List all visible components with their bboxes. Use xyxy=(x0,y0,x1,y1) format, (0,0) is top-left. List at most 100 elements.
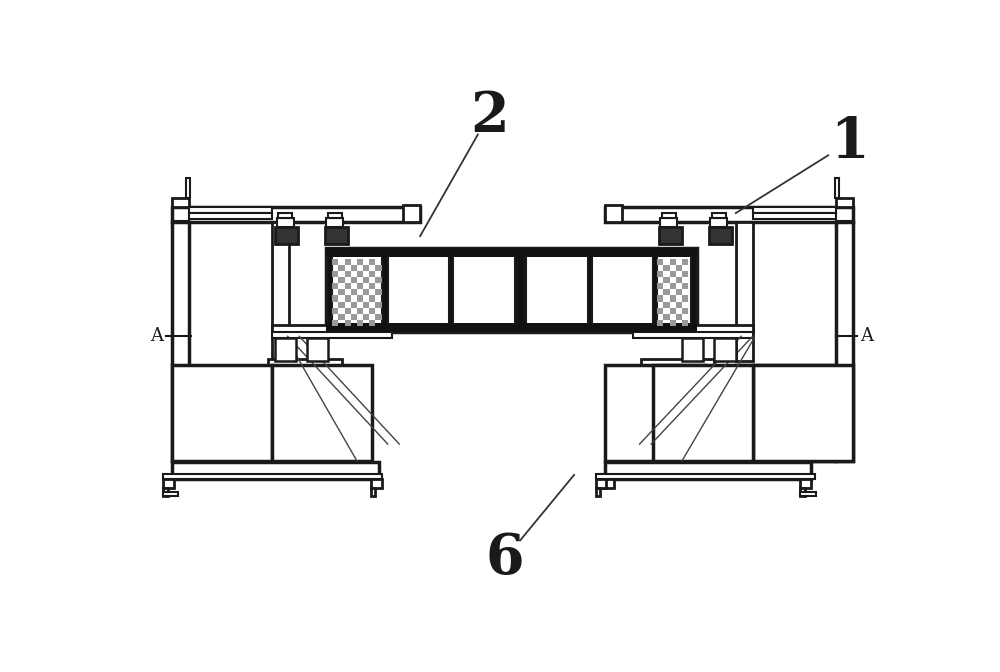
Text: A: A xyxy=(150,327,163,345)
Text: 1: 1 xyxy=(830,115,869,170)
Bar xyxy=(345,283,351,290)
Bar xyxy=(517,248,523,333)
Bar xyxy=(371,478,382,488)
Bar xyxy=(605,365,705,461)
Bar xyxy=(272,325,392,333)
Bar xyxy=(351,277,357,283)
Bar xyxy=(710,218,727,227)
Bar xyxy=(345,271,351,277)
Bar xyxy=(278,213,292,218)
Bar xyxy=(662,213,676,218)
Bar xyxy=(601,474,605,478)
Bar xyxy=(596,474,815,478)
Bar xyxy=(800,492,816,497)
Bar xyxy=(345,320,351,327)
Bar xyxy=(800,478,811,488)
Bar xyxy=(163,488,168,497)
Bar xyxy=(163,492,178,497)
Bar xyxy=(663,277,670,283)
Bar xyxy=(676,277,682,283)
Bar xyxy=(276,366,334,373)
Bar xyxy=(736,222,753,361)
Bar xyxy=(307,338,328,361)
Bar xyxy=(338,265,345,271)
Bar xyxy=(526,254,588,327)
Bar xyxy=(659,227,682,244)
Bar xyxy=(363,290,369,296)
Bar xyxy=(351,265,357,271)
Bar xyxy=(663,314,670,320)
Bar xyxy=(186,179,190,198)
Bar xyxy=(676,314,682,320)
Bar xyxy=(800,488,805,497)
Bar xyxy=(592,254,653,327)
Bar xyxy=(369,259,375,265)
Bar xyxy=(189,213,272,219)
Bar xyxy=(670,296,676,302)
Bar xyxy=(326,248,697,257)
Bar xyxy=(163,478,174,488)
Bar xyxy=(369,320,375,327)
Bar xyxy=(332,308,338,314)
Bar xyxy=(189,207,272,213)
Bar xyxy=(753,365,853,461)
Bar xyxy=(657,296,663,302)
Bar xyxy=(325,227,348,244)
Bar xyxy=(676,302,682,308)
Bar xyxy=(753,213,836,219)
Bar xyxy=(369,271,375,277)
Bar xyxy=(682,320,688,327)
Bar xyxy=(657,283,663,290)
Bar xyxy=(709,227,732,244)
Bar xyxy=(375,277,382,283)
Bar xyxy=(657,320,663,327)
Bar xyxy=(403,206,420,222)
Bar xyxy=(345,259,351,265)
Bar xyxy=(332,320,338,327)
Bar xyxy=(836,221,853,228)
Bar xyxy=(268,360,342,367)
Bar xyxy=(712,213,726,218)
Bar xyxy=(375,302,382,308)
Bar xyxy=(357,271,363,277)
Bar xyxy=(172,462,379,478)
Bar xyxy=(275,227,298,244)
Bar xyxy=(172,221,189,228)
Bar xyxy=(836,222,853,461)
Bar xyxy=(326,218,343,227)
Bar xyxy=(338,277,345,283)
Bar xyxy=(357,308,363,314)
Bar xyxy=(351,302,357,308)
Bar xyxy=(670,259,676,265)
Bar xyxy=(714,338,736,361)
Bar xyxy=(649,366,707,373)
Bar xyxy=(670,308,676,314)
Bar xyxy=(670,271,676,277)
Bar xyxy=(657,259,663,265)
Bar xyxy=(332,283,338,290)
Bar xyxy=(338,302,345,308)
Bar xyxy=(670,320,676,327)
Bar xyxy=(172,198,189,207)
Bar xyxy=(275,338,296,361)
Bar xyxy=(682,259,688,265)
Bar xyxy=(633,333,753,338)
Bar xyxy=(338,290,345,296)
Bar xyxy=(682,283,688,290)
Text: 2: 2 xyxy=(470,89,509,144)
Bar xyxy=(660,218,677,227)
Bar xyxy=(641,360,714,367)
Bar xyxy=(657,254,691,327)
Bar xyxy=(277,218,294,227)
Bar xyxy=(676,290,682,296)
Bar xyxy=(326,323,697,333)
Bar xyxy=(596,478,606,488)
Bar xyxy=(596,488,600,497)
Bar xyxy=(272,222,289,361)
Bar xyxy=(332,271,338,277)
Bar xyxy=(653,365,753,461)
Bar xyxy=(357,259,363,265)
Bar xyxy=(351,290,357,296)
Bar xyxy=(357,320,363,327)
Bar xyxy=(670,283,676,290)
